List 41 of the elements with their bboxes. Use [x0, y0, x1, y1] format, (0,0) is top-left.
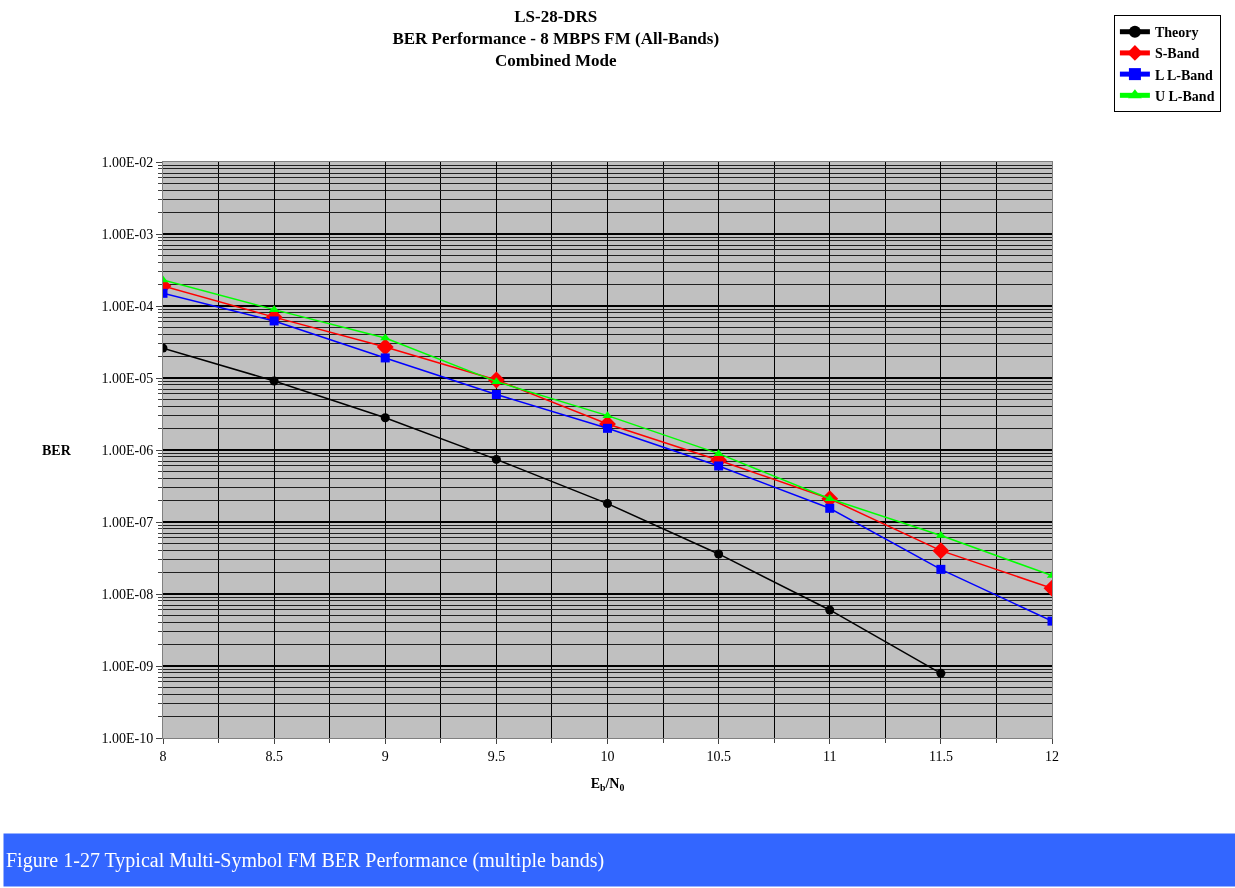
y-axis-title: BER [42, 443, 72, 458]
y-tick-label: 1.00E-05 [101, 370, 154, 386]
point [825, 605, 835, 615]
y-tick-label: 1.00E-07 [101, 514, 154, 530]
point [376, 338, 394, 356]
point [491, 454, 501, 464]
y-tick-label: 1.00E-06 [101, 442, 154, 458]
legend-label: U L-Band [1154, 88, 1215, 104]
x-tick-label: 11 [823, 748, 837, 764]
legend-label: S-Band [1154, 46, 1200, 62]
x-tick-label: 9 [381, 748, 389, 764]
point [380, 333, 391, 341]
point [936, 564, 946, 574]
x-tick-label: 9.5 [487, 748, 506, 764]
x-tick-label: 10.5 [706, 748, 731, 764]
x-tick-label: 10 [600, 748, 615, 764]
x-tick-label: 11.5 [928, 748, 953, 764]
y-tick-label: 1.00E-02 [101, 154, 154, 170]
x-tick-label: 8.5 [265, 748, 283, 764]
point [380, 353, 390, 363]
y-tick-label: 1.00E-03 [101, 226, 154, 242]
y-tick-label: 1.00E-08 [101, 586, 154, 602]
point [936, 668, 946, 678]
point [603, 499, 612, 509]
y-tick-label: 1.00E-09 [101, 658, 154, 674]
point [825, 503, 835, 513]
point [491, 390, 501, 399]
point [714, 461, 724, 471]
y-tick-label: 1.00E-04 [101, 298, 154, 314]
caption: Figure 1-27 Typical Multi-Symbol FM BER Performance (multiple bands) [6, 848, 605, 872]
point [714, 549, 724, 559]
legend-label: Theory [1154, 25, 1199, 41]
x-tick-label: 8 [159, 748, 167, 764]
legend-label: L L-Band [1154, 67, 1214, 83]
y-tick-label: 1.00E-10 [101, 730, 154, 746]
x-tick-label: 12 [1045, 748, 1059, 764]
point [269, 376, 279, 386]
point [932, 542, 950, 560]
x-axis-title: E$_{b}$/N$_{0}$ [590, 776, 625, 794]
point [380, 413, 390, 423]
chart-title: LS-28-DRS BER Performance - 8 MBPS FM (All-Bands) Combined Mode [392, 7, 720, 71]
